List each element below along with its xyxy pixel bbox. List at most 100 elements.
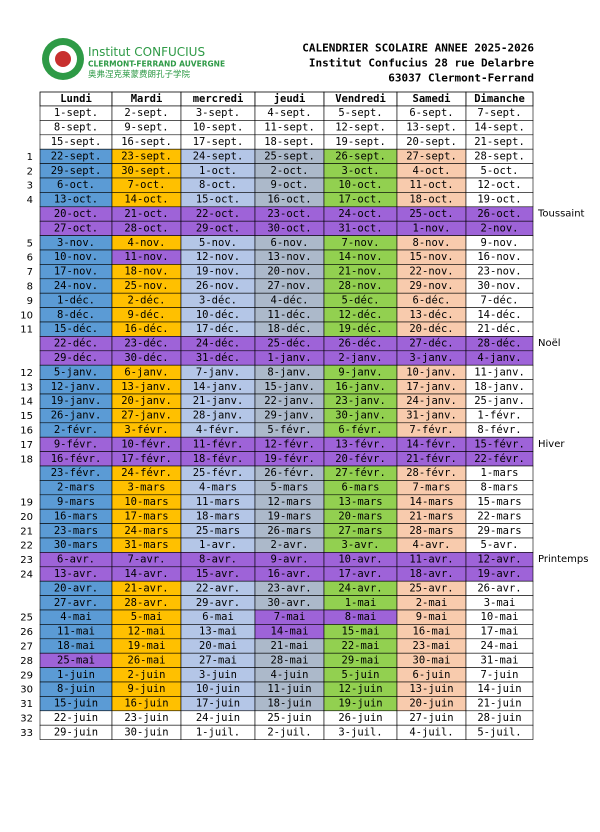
day-label: 5-févr. [267,424,311,436]
day-label: 27-févr. [335,467,386,479]
day-label: 21-janv. [193,395,244,407]
day-label: 21-mars [409,510,453,522]
day-label: 18-sept. [264,136,315,148]
day-label: 19-janv. [51,395,102,407]
day-label: 9-mars [57,496,95,508]
day-label: 27-janv. [121,410,172,422]
day-label: 27-juin [409,712,453,724]
day-label: 15-févr. [474,438,525,450]
day-label: 25-janv. [474,395,525,407]
day-label: 30-juin [124,726,168,738]
day-label: 21-juin [477,698,521,710]
day-label: 2-déc. [128,294,166,306]
day-label: 6-déc. [413,294,451,306]
day-label: 3-déc. [199,294,237,306]
day-label: 15-déc. [54,323,98,335]
day-label: 15-oct. [196,194,240,206]
day-label: 14-mars [409,496,453,508]
day-label: 2-mai [416,597,448,609]
day-label: 19-oct. [477,194,521,206]
day-label: 14-sept. [474,122,525,134]
day-label: 31-déc. [196,352,240,364]
week-number: 5 [27,238,33,249]
day-label: 9-mai [416,611,448,623]
calendar-table: Lundi Mardi mercredi jeudi Vendredi Samedi Dim… [20,91,588,740]
day-label: 13-févr. [335,438,386,450]
day-label: 4-nov. [128,237,166,249]
day-label: 25-mai [57,654,95,666]
day-label: 4-juil. [409,726,453,738]
day-label: 25-mars [196,525,240,537]
week-number: 26 [20,627,33,638]
day-label: 21-nov. [338,266,382,278]
holiday-label: Printemps [538,554,588,565]
day-label: 13-janv. [121,381,172,393]
day-label: 23-avr. [267,582,311,594]
day-label: 21-févr. [406,453,457,465]
day-label: 7-mars [413,482,451,494]
day-label: 10-janv. [406,366,457,378]
day-label: 5-janv. [54,366,98,378]
week-number: 33 [20,728,33,739]
day-label: 31-mai [481,654,519,666]
day-label: 11-mai [57,626,95,638]
title: CALENDRIER SCOLAIRE ANNEE 2025-2026 [302,42,534,55]
week-number: 1 [27,152,33,163]
day-label: 18-mars [196,510,240,522]
day-label: 2-janv. [338,352,382,364]
day-label: 7-nov. [342,237,380,249]
logo-chinese: 奥弗涅克莱蒙费朗孔子学院 [88,69,191,80]
week-number: 12 [20,368,33,379]
day-label: 22-mai [342,640,380,652]
week-number: 30 [20,685,33,696]
logo-name: Institut CONFUCIUS [88,45,205,59]
day-label: 20-févr. [335,453,386,465]
day-label: 17-avr. [338,568,382,580]
day-label: 26-oct. [477,208,521,220]
day-label: 18-janv. [474,381,525,393]
day-label: 2-févr. [54,424,98,436]
day-label: 3-avr. [342,539,380,551]
day-label: 4-déc. [271,294,309,306]
day-label: 28-févr. [406,467,457,479]
day-label: 1-sept. [54,107,98,119]
day-label: 1-nov. [413,222,451,234]
day-label: 26-juin [338,712,382,724]
day-label: 12-juin [338,683,382,695]
day-label: 25-déc. [267,338,311,350]
day-label: 20-avr. [54,582,98,594]
day-label: 22-juin [54,712,98,724]
day-label: 17-sept. [193,136,244,148]
day-label: 29-oct. [196,222,240,234]
day-label: 23-juin [124,712,168,724]
day-label: 16-juin [124,698,168,710]
day-label: 31-oct. [338,222,382,234]
day-label: 14-mai [271,626,309,638]
day-label: 18-nov. [124,266,168,278]
week-number: 2 [27,166,33,177]
day-label: 3-sept. [196,107,240,119]
day-label: 27-nov. [267,280,311,292]
day-label: 10-mars [124,496,168,508]
holiday-label: Toussaint [537,209,585,220]
day-label: 23-oct. [267,208,311,220]
week-number: 22 [20,541,33,552]
day-label: 19-sept. [335,136,386,148]
day-label: 6-avr. [57,554,95,566]
day-label: 27-sept. [406,150,457,162]
day-label: 7-févr. [409,424,453,436]
day-label: 17-nov. [54,266,98,278]
day-label: 19-déc. [338,323,382,335]
day-label: 15-janv. [264,381,315,393]
day-label: 26-déc. [338,338,382,350]
column-header: mercredi [193,93,244,105]
day-label: 3-janv. [409,352,453,364]
week-number: 17 [20,440,33,451]
day-label: 7-avr. [128,554,166,566]
day-label: 17-janv. [406,381,457,393]
day-label: 18-oct. [409,194,453,206]
day-label: 18-févr. [193,453,244,465]
day-label: 22-janv. [264,395,315,407]
day-label: 3-mars [128,482,166,494]
day-label: 14-juin [477,683,521,695]
